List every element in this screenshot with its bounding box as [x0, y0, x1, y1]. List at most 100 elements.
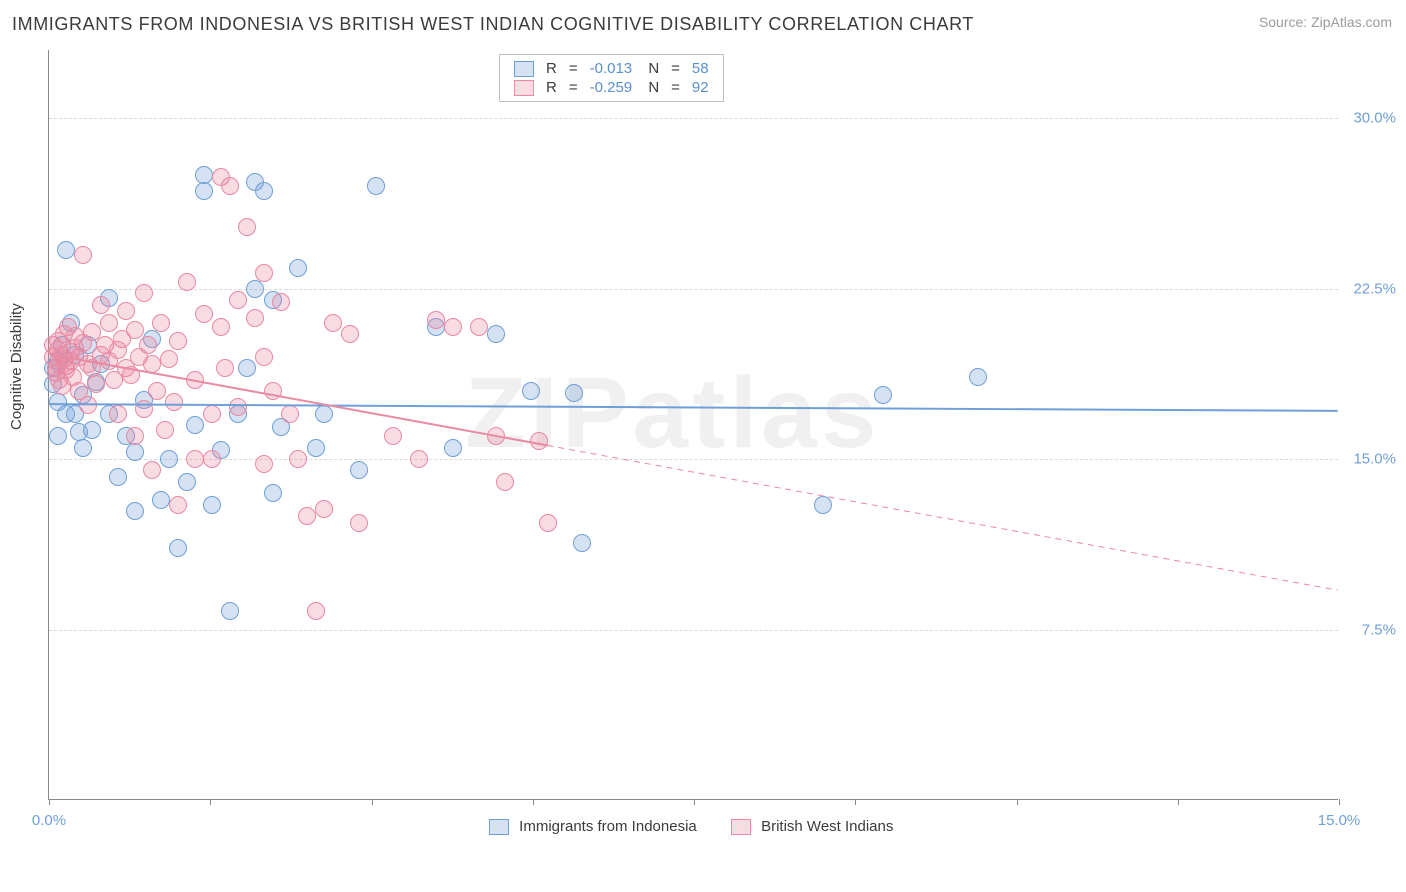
data-point-bwi [255, 264, 273, 282]
data-point-indonesia [255, 182, 273, 200]
data-point-indonesia [969, 368, 987, 386]
n-value-bwi: 92 [686, 78, 715, 97]
data-point-bwi [487, 427, 505, 445]
data-point-bwi [143, 461, 161, 479]
data-point-indonesia [487, 325, 505, 343]
gridline [49, 118, 1338, 119]
data-point-indonesia [57, 241, 75, 259]
data-point-bwi [281, 405, 299, 423]
data-point-bwi [315, 500, 333, 518]
data-point-bwi [122, 366, 140, 384]
watermark: ZIPatlas [465, 356, 880, 471]
regression-lines [49, 50, 1338, 799]
x-tick [372, 799, 373, 805]
data-point-indonesia [444, 439, 462, 457]
data-point-indonesia [573, 534, 591, 552]
gridline [49, 459, 1338, 460]
regression-line-bwi-extrapolated [547, 445, 1337, 590]
x-tick-label: 0.0% [32, 812, 66, 829]
r-value-bwi: -0.259 [584, 78, 639, 97]
data-point-indonesia [83, 421, 101, 439]
legend-stats: R= -0.013 N= 58 R= -0.259 N= 92 [499, 54, 724, 102]
data-point-bwi [238, 218, 256, 236]
x-tick [1017, 799, 1018, 805]
data-point-bwi [160, 350, 178, 368]
data-point-bwi [126, 427, 144, 445]
r-value-indonesia: -0.013 [584, 59, 639, 78]
x-tick-label: 15.0% [1318, 812, 1361, 829]
data-point-bwi [272, 293, 290, 311]
data-point-bwi [79, 396, 97, 414]
gridline [49, 289, 1338, 290]
data-point-indonesia [350, 461, 368, 479]
x-tick [1339, 799, 1340, 805]
data-point-indonesia [522, 382, 540, 400]
data-point-bwi [264, 382, 282, 400]
data-point-bwi [139, 336, 157, 354]
data-point-bwi [229, 398, 247, 416]
data-point-bwi [117, 302, 135, 320]
data-point-indonesia [178, 473, 196, 491]
x-tick [694, 799, 695, 805]
data-point-indonesia [238, 359, 256, 377]
data-point-indonesia [126, 502, 144, 520]
data-point-bwi [341, 325, 359, 343]
data-point-indonesia [203, 496, 221, 514]
data-point-bwi [221, 177, 239, 195]
data-point-bwi [169, 332, 187, 350]
y-tick-label: 30.0% [1346, 110, 1396, 127]
plot-area: ZIPatlas R= -0.013 N= 58 R= -0.259 N= 92 [48, 50, 1338, 800]
data-point-bwi [178, 273, 196, 291]
data-point-indonesia [315, 405, 333, 423]
data-point-indonesia [186, 416, 204, 434]
data-point-bwi [109, 405, 127, 423]
data-point-bwi [203, 405, 221, 423]
swatch-bwi [731, 819, 751, 835]
data-point-indonesia [74, 439, 92, 457]
swatch-indonesia [514, 61, 534, 77]
legend-series: Immigrants from Indonesia British West I… [489, 818, 923, 835]
data-point-bwi [427, 311, 445, 329]
data-point-indonesia [874, 386, 892, 404]
data-point-bwi [135, 284, 153, 302]
data-point-bwi [195, 305, 213, 323]
data-point-bwi [289, 450, 307, 468]
data-point-indonesia [264, 484, 282, 502]
data-point-bwi [350, 514, 368, 532]
x-tick [1178, 799, 1179, 805]
y-tick-label: 22.5% [1346, 280, 1396, 297]
x-tick [855, 799, 856, 805]
data-point-bwi [530, 432, 548, 450]
data-point-bwi [100, 314, 118, 332]
data-point-indonesia [195, 182, 213, 200]
data-point-indonesia [109, 468, 127, 486]
x-tick [210, 799, 211, 805]
legend-item-bwi: British West Indians [731, 818, 893, 835]
data-point-bwi [126, 321, 144, 339]
data-point-bwi [135, 400, 153, 418]
data-point-bwi [298, 507, 316, 525]
data-point-indonesia [221, 602, 239, 620]
y-tick-label: 7.5% [1346, 621, 1396, 638]
data-point-indonesia [126, 443, 144, 461]
source-label: Source: ZipAtlas.com [1259, 14, 1392, 30]
data-point-indonesia [289, 259, 307, 277]
data-point-bwi [203, 450, 221, 468]
data-point-bwi [539, 514, 557, 532]
y-axis-label: Cognitive Disability [8, 303, 25, 430]
data-point-bwi [74, 246, 92, 264]
data-point-bwi [87, 375, 105, 393]
data-point-indonesia [49, 427, 67, 445]
data-point-bwi [92, 296, 110, 314]
swatch-bwi [514, 80, 534, 96]
n-value-indonesia: 58 [686, 59, 715, 78]
data-point-bwi [216, 359, 234, 377]
data-point-indonesia [565, 384, 583, 402]
data-point-bwi [470, 318, 488, 336]
y-tick-label: 15.0% [1346, 451, 1396, 468]
data-point-bwi [212, 318, 230, 336]
data-point-indonesia [169, 539, 187, 557]
legend-item-indonesia: Immigrants from Indonesia [489, 818, 701, 835]
data-point-indonesia [246, 280, 264, 298]
data-point-bwi [410, 450, 428, 468]
